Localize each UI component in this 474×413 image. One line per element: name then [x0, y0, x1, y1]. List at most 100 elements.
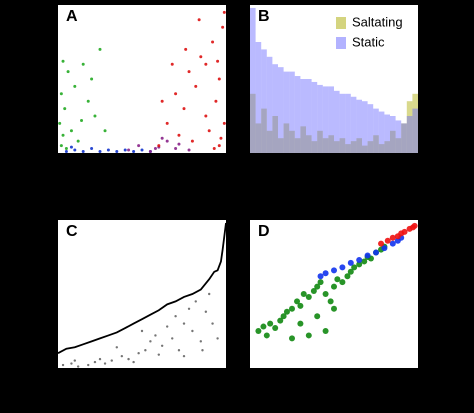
point: [310, 288, 317, 295]
point: [331, 305, 337, 312]
histogram-bar: [306, 135, 312, 153]
histogram-bar: [311, 81, 318, 153]
point: [103, 129, 107, 133]
histogram-bar: [356, 138, 362, 153]
histogram-bar: [367, 104, 374, 153]
point: [216, 337, 219, 340]
point: [217, 144, 221, 148]
panel: C: [57, 220, 227, 368]
point: [280, 313, 287, 320]
histogram-bar: [339, 93, 346, 153]
point: [170, 62, 174, 66]
point: [184, 47, 188, 51]
point: [90, 147, 94, 151]
point: [190, 139, 194, 143]
panel-label: B: [258, 8, 270, 25]
point: [76, 139, 80, 143]
point: [166, 325, 169, 328]
point: [63, 107, 67, 111]
point: [217, 77, 221, 81]
point: [411, 222, 418, 229]
point: [157, 353, 160, 356]
line: [57, 222, 227, 354]
panel-label: A: [66, 8, 78, 25]
histogram-bar: [272, 64, 278, 153]
histogram-bar: [401, 123, 407, 153]
point: [160, 136, 164, 140]
histogram-bar: [317, 130, 323, 153]
point: [90, 77, 94, 81]
point: [356, 256, 363, 263]
point: [154, 334, 157, 337]
panel: Saltating Static B: [250, 5, 418, 153]
point: [137, 352, 140, 355]
point: [339, 279, 346, 286]
histogram-bar: [283, 123, 290, 153]
panel-label: C: [66, 223, 78, 240]
histogram-bar: [412, 93, 418, 153]
point: [384, 237, 391, 244]
point: [289, 305, 295, 312]
point: [73, 84, 77, 88]
point: [204, 62, 208, 66]
histogram-bar: [266, 130, 273, 153]
point: [322, 328, 329, 334]
point: [76, 365, 80, 368]
point: [61, 363, 65, 367]
point: [322, 291, 329, 297]
histogram-bar: [401, 123, 407, 153]
point: [59, 144, 63, 148]
point: [132, 360, 135, 364]
point: [222, 10, 226, 14]
point: [86, 99, 90, 103]
point: [182, 107, 186, 111]
point: [361, 258, 368, 265]
point: [87, 363, 90, 367]
point: [64, 147, 68, 151]
point: [115, 150, 119, 154]
point: [174, 147, 178, 151]
point: [177, 133, 181, 137]
point: [208, 292, 211, 296]
histogram-bar: [345, 144, 351, 153]
point: [197, 18, 201, 22]
point: [305, 332, 312, 339]
point: [93, 114, 97, 118]
point: [69, 145, 73, 149]
point: [73, 359, 77, 362]
histogram-bar: [345, 93, 351, 153]
point: [103, 362, 107, 365]
histogram-bar: [278, 138, 284, 153]
point: [144, 349, 147, 352]
histogram-bar: [350, 96, 357, 153]
histogram-bar: [300, 79, 306, 153]
point: [204, 310, 208, 313]
legend-swatch: [336, 17, 346, 29]
point: [160, 344, 164, 347]
point: [201, 349, 204, 352]
point: [157, 144, 161, 148]
histogram-bar: [289, 130, 295, 153]
point: [272, 325, 279, 332]
point: [191, 329, 194, 333]
histogram-bar: [390, 130, 396, 153]
point: [69, 129, 73, 133]
histogram-bar: [328, 135, 334, 153]
point: [297, 302, 304, 309]
point: [289, 335, 295, 342]
histogram-bar: [395, 120, 402, 153]
histogram-bar: [322, 86, 329, 153]
point: [216, 59, 220, 63]
histogram-bar: [395, 138, 402, 153]
point: [194, 300, 197, 303]
point: [165, 139, 169, 143]
histogram-bar: [283, 71, 290, 153]
point: [222, 121, 226, 125]
point: [132, 150, 136, 154]
point: [294, 298, 301, 305]
histogram-bar: [255, 42, 262, 153]
legend-text: Static: [352, 34, 385, 49]
point: [219, 136, 223, 140]
point: [127, 357, 130, 361]
histogram-bar: [362, 101, 368, 153]
